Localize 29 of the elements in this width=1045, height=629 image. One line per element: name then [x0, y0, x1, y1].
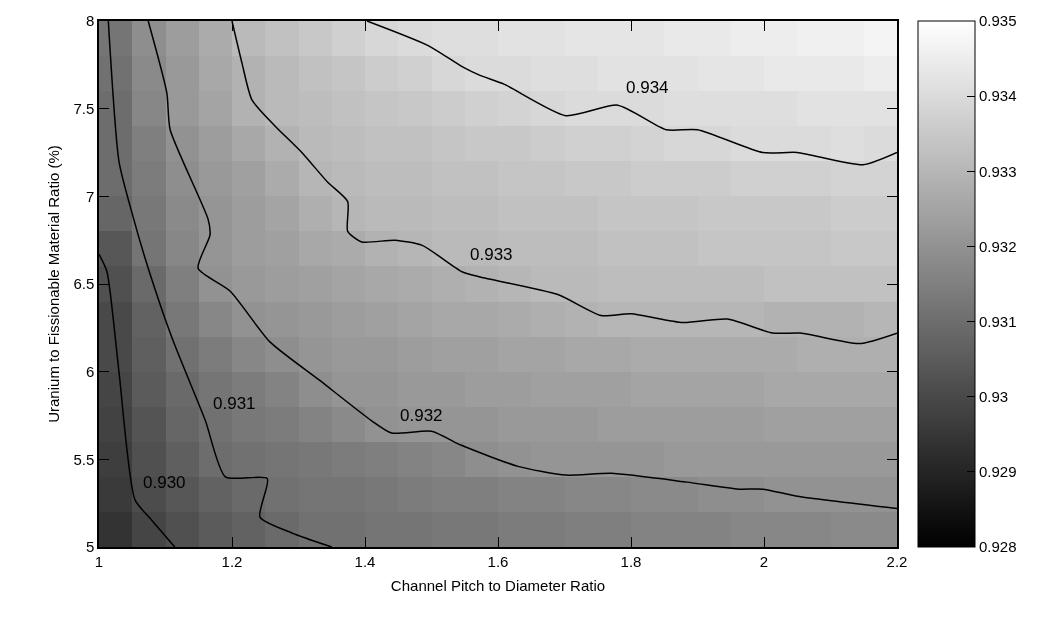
- y-axis-title: Uranium to Fissionable Material Ratio (%): [45, 145, 63, 423]
- color-bar-label: 0.928: [979, 538, 1017, 556]
- x-tick-label: 1.8: [620, 552, 642, 570]
- x-tick-label: 1.2: [221, 552, 243, 570]
- x-tick-label: 1.6: [487, 552, 509, 570]
- color-bar-label: 0.933: [979, 162, 1017, 180]
- y-tick-label: 5: [85, 538, 95, 556]
- y-tick-label: 7: [85, 187, 95, 205]
- y-tick-label: 7.5: [73, 99, 95, 117]
- x-tick-label: 1: [94, 552, 104, 570]
- y-tick-label: 6.5: [73, 275, 95, 293]
- y-tick-label: 6: [85, 362, 95, 380]
- x-axis-title: Channel Pitch to Diameter Ratio: [390, 577, 606, 595]
- y-tick-label: 8: [85, 12, 95, 30]
- x-tick-label: 1.4: [354, 552, 376, 570]
- y-tick-label: 5.5: [73, 450, 95, 468]
- color-bar-label: 0.934: [979, 87, 1017, 105]
- series-label: 0.933: [470, 245, 513, 264]
- series-label: 0.932: [400, 406, 443, 425]
- color-bar-label: 0.931: [979, 312, 1017, 330]
- x-tick-label: 2.2: [886, 552, 908, 570]
- series-label: 0.934: [626, 78, 669, 97]
- color-bar-label: 0.93: [979, 387, 1009, 405]
- color-bar-label: 0.935: [979, 12, 1017, 30]
- color-bar-label: 0.929: [979, 463, 1017, 481]
- x-tick-label: 2: [759, 552, 769, 570]
- color-bar-label: 0.932: [979, 237, 1017, 255]
- series-label: 0.930: [143, 473, 186, 492]
- series-label: 0.931: [213, 394, 256, 413]
